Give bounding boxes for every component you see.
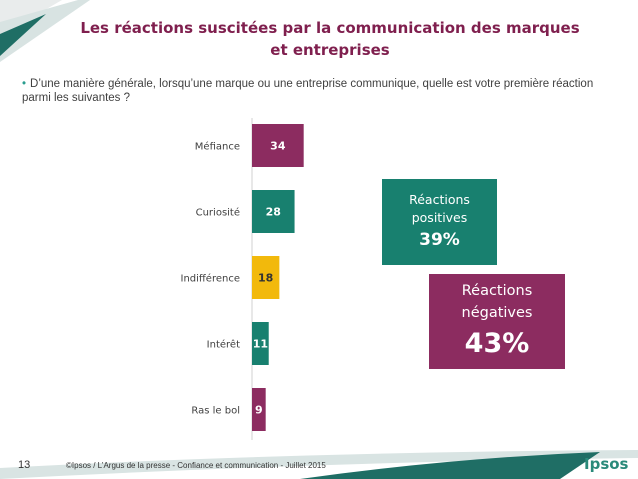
category-label-4: Ras le bol bbox=[191, 406, 240, 417]
negative-reactions-label: Réactions négatives bbox=[461, 283, 533, 321]
positive-reactions-box: Réactions positives 39% bbox=[382, 179, 497, 265]
value-label-1: 28 bbox=[266, 206, 281, 219]
bar-3 bbox=[252, 322, 269, 365]
negative-reactions-value: 43% bbox=[464, 328, 530, 359]
bullet-icon: • bbox=[22, 78, 27, 90]
question-text: D’une manière générale, lorsqu’une marqu… bbox=[22, 78, 594, 104]
corner-decoration bbox=[0, 0, 90, 62]
value-label-0: 34 bbox=[270, 140, 286, 153]
bar-2 bbox=[252, 256, 280, 299]
value-label-3: 11 bbox=[253, 338, 268, 351]
copyright-notice: ©Ipsos / L’Argus de la presse - Confianc… bbox=[66, 461, 326, 470]
bar-4 bbox=[252, 388, 266, 431]
category-label-3: Intérêt bbox=[207, 339, 240, 351]
category-label-2: Indifférence bbox=[181, 273, 241, 285]
positive-reactions-value: 39% bbox=[419, 230, 460, 250]
value-label-2: 18 bbox=[258, 272, 273, 285]
value-label-4: 9 bbox=[255, 404, 263, 417]
bar-1 bbox=[252, 190, 295, 233]
ipsos-logo: Ipsos bbox=[584, 455, 629, 473]
page-title: Les réactions suscitées par la communica… bbox=[80, 19, 580, 59]
category-label-1: Curiosité bbox=[196, 207, 240, 219]
category-label-0: Méfiance bbox=[195, 141, 240, 153]
page-number: 13 bbox=[18, 459, 31, 471]
positive-reactions-label: Réactions positives bbox=[409, 192, 470, 225]
negative-reactions-box: Réactions négatives 43% bbox=[429, 274, 565, 369]
survey-question: • D’une manière générale, lorsqu’une marq… bbox=[22, 77, 612, 105]
bar-0 bbox=[252, 124, 304, 167]
